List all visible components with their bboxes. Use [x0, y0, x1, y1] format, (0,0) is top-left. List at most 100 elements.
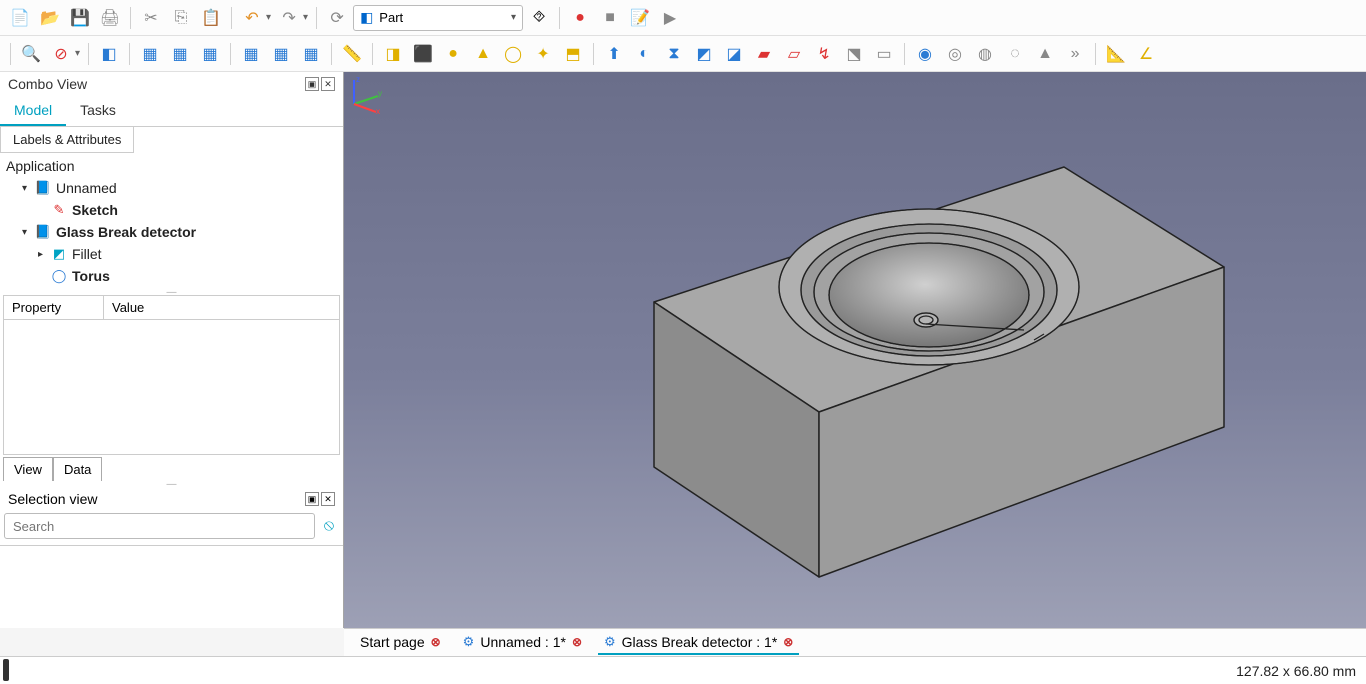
- status-resize-handle[interactable]: [3, 659, 9, 681]
- tree-item[interactable]: ◯Torus: [4, 265, 339, 287]
- axis-gizmo[interactable]: z y x: [344, 72, 386, 114]
- intersect-icon[interactable]: ◌: [1001, 40, 1029, 68]
- model-tree: Application ▾📘Unnamed✎Sketch▾📘Glass Brea…: [0, 153, 343, 289]
- cut-bool-icon[interactable]: ◎: [941, 40, 969, 68]
- open-file-icon[interactable]: 📂: [36, 4, 64, 32]
- tree-item[interactable]: ▾📘Glass Break detector: [4, 221, 339, 243]
- combo-subtabs: Labels & Attributes: [0, 127, 343, 153]
- overflow-icon[interactable]: »: [1061, 40, 1089, 68]
- mirror-icon[interactable]: ⧗: [660, 40, 688, 68]
- iso-view-icon[interactable]: ◧: [95, 40, 123, 68]
- fit-all-icon[interactable]: 🔍: [17, 40, 45, 68]
- close-icon[interactable]: ⊗: [572, 635, 582, 649]
- dropdown-arrow-icon[interactable]: ▾: [73, 48, 82, 59]
- selection-view-title-bar: Selection view ▣ ✕: [0, 487, 343, 511]
- tree-item[interactable]: ▸◩Fillet: [4, 243, 339, 265]
- offset3d-icon[interactable]: ⬔: [840, 40, 868, 68]
- combo-view-title-bar: Combo View ▣ ✕: [0, 72, 343, 96]
- property-header-property: Property: [4, 296, 104, 319]
- left-view-icon[interactable]: ▦: [297, 40, 325, 68]
- toolbar-separator: [1095, 43, 1096, 65]
- fillet-icon[interactable]: ◩: [690, 40, 718, 68]
- document-tab[interactable]: Start page⊗: [354, 631, 447, 655]
- sphere-icon[interactable]: ●: [439, 40, 467, 68]
- viewport-3d[interactable]: z y x: [344, 72, 1366, 628]
- chamfer-icon[interactable]: ◪: [720, 40, 748, 68]
- paste-icon[interactable]: 📋: [197, 4, 225, 32]
- dropdown-arrow-icon[interactable]: ▾: [301, 12, 310, 23]
- box-icon[interactable]: ◨: [379, 40, 407, 68]
- new-file-icon[interactable]: 📄: [6, 4, 34, 32]
- close-icon[interactable]: ⊗: [431, 635, 441, 649]
- record-macro-icon[interactable]: ●: [566, 4, 594, 32]
- close-icon[interactable]: ⊗: [783, 635, 793, 649]
- selection-search-input[interactable]: [4, 513, 315, 539]
- rear-view-icon[interactable]: ▦: [237, 40, 265, 68]
- right-view-icon[interactable]: ▦: [196, 40, 224, 68]
- redo-icon[interactable]: ↷: [275, 4, 303, 32]
- tree-root[interactable]: Application: [4, 155, 339, 177]
- measure-linear-icon[interactable]: 📐: [1102, 40, 1130, 68]
- labels-attributes-tab[interactable]: Labels & Attributes: [0, 127, 134, 153]
- sweep-icon[interactable]: ↯: [810, 40, 838, 68]
- torus-icon[interactable]: ◯: [499, 40, 527, 68]
- dropdown-arrow-icon[interactable]: ▾: [264, 12, 273, 23]
- tree-expand-icon[interactable]: ▾: [22, 183, 34, 194]
- tree-expand-icon[interactable]: ▸: [38, 249, 50, 260]
- cut-icon[interactable]: ✂: [137, 4, 165, 32]
- selection-clear-icon[interactable]: ⦸: [319, 517, 339, 535]
- prop-tab-data[interactable]: Data: [53, 457, 102, 481]
- cone-icon[interactable]: ▲: [469, 40, 497, 68]
- union-icon[interactable]: ◍: [971, 40, 999, 68]
- primitives-icon[interactable]: ✦: [529, 40, 557, 68]
- document-tab[interactable]: ⚙Unnamed : 1*⊗: [457, 631, 588, 655]
- save-icon[interactable]: 💾: [66, 4, 94, 32]
- cylinder-icon[interactable]: ⬛: [409, 40, 437, 68]
- selection-view-title: Selection view: [8, 491, 98, 507]
- loft-icon[interactable]: ▱: [780, 40, 808, 68]
- revolve-icon[interactable]: ◐: [630, 40, 658, 68]
- selview-float-icon[interactable]: ▣: [305, 492, 319, 506]
- whats-this-icon[interactable]: ⯑: [525, 4, 553, 32]
- panel-close-icon[interactable]: ✕: [321, 77, 335, 91]
- combo-tab-model[interactable]: Model: [0, 96, 66, 126]
- ruled-icon[interactable]: ▰: [750, 40, 778, 68]
- refresh-icon[interactable]: ⟳: [323, 4, 351, 32]
- stop-macro-icon[interactable]: ■: [596, 4, 624, 32]
- workbench-selector[interactable]: ◧Part▾: [353, 5, 523, 31]
- draw-style-icon[interactable]: ⊘: [47, 40, 75, 68]
- extrude-icon[interactable]: ⬆: [600, 40, 628, 68]
- main-area: Combo View ▣ ✕ ModelTasks Labels & Attri…: [0, 72, 1366, 628]
- front-view-icon[interactable]: ▦: [136, 40, 164, 68]
- tree-item[interactable]: ✎Sketch: [4, 199, 339, 221]
- compound-icon[interactable]: ▲: [1031, 40, 1059, 68]
- tree-node-label: Torus: [72, 268, 110, 284]
- tree-expand-icon[interactable]: ▾: [22, 227, 34, 238]
- undo-icon[interactable]: ↶: [238, 4, 266, 32]
- top-view-icon[interactable]: ▦: [166, 40, 194, 68]
- boolean-icon[interactable]: ◉: [911, 40, 939, 68]
- toolbar-separator: [88, 43, 89, 65]
- selview-close-icon[interactable]: ✕: [321, 492, 335, 506]
- measure-angular-icon[interactable]: ∠: [1132, 40, 1160, 68]
- property-header-value: Value: [104, 296, 339, 319]
- workbench-cube-icon: ◧: [360, 9, 373, 26]
- toolbar-separator: [129, 43, 130, 65]
- combo-tabs: ModelTasks: [0, 96, 343, 127]
- print-icon[interactable]: 🖨: [96, 4, 124, 32]
- prop-tab-view[interactable]: View: [3, 457, 53, 481]
- shapebuilder-icon[interactable]: ⬒: [559, 40, 587, 68]
- bottom-view-icon[interactable]: ▦: [267, 40, 295, 68]
- tree-node-icon: ◩: [50, 246, 68, 262]
- copy-icon[interactable]: ⎘: [167, 4, 195, 32]
- measure-icon[interactable]: 📏: [338, 40, 366, 68]
- document-tab[interactable]: ⚙Glass Break detector : 1*⊗: [598, 631, 799, 655]
- thickness-icon[interactable]: ▭: [870, 40, 898, 68]
- run-macro-icon[interactable]: ▶: [656, 4, 684, 32]
- macros-icon[interactable]: 📝: [626, 4, 654, 32]
- combo-view-title: Combo View: [8, 76, 87, 92]
- combo-tab-tasks[interactable]: Tasks: [66, 96, 130, 126]
- panel-float-icon[interactable]: ▣: [305, 77, 319, 91]
- toolbar-separator: [316, 7, 317, 29]
- tree-item[interactable]: ▾📘Unnamed: [4, 177, 339, 199]
